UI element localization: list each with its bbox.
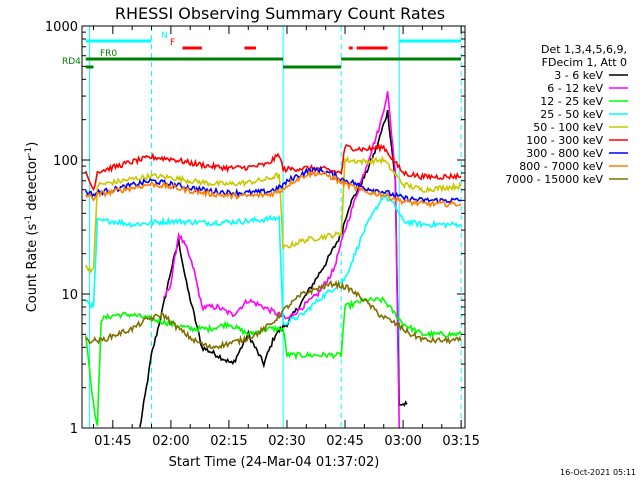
legend-label-5: 100 - 300 keV [526, 134, 603, 147]
axis-ticks: 01:45 02:00 02:15 02:30 02:45 03:00 03:15 1 10 10… [45, 20, 480, 449]
x-axis-label: Start Time (24-Mar-04 01:37:02) [169, 455, 380, 470]
y-tick-label-2: 100 [53, 154, 78, 169]
x-tick-label-2: 02:15 [210, 434, 247, 449]
x-tick-label-0: 01:45 [94, 434, 131, 449]
plot-frame [81, 25, 466, 429]
legend-label-7: 800 - 7000 keV [519, 160, 603, 173]
series-line-6 [84, 165, 462, 204]
y-axis-label-close: ) [25, 142, 40, 147]
legend: Det 1,3,4,5,6,9,FDecim 1, Att 03 - 6 keV… [505, 43, 628, 186]
y-axis-label-detector: detector [25, 155, 40, 215]
flag-bars: NF FR0 RD4 [62, 31, 462, 69]
y-axis-label: Count Rate (s-1 detector-1) [24, 142, 40, 313]
x-tick-label-4: 02:45 [326, 434, 363, 449]
series-line-5 [84, 142, 462, 192]
flag-label-n: N [161, 31, 168, 41]
series-line-3 [85, 191, 462, 326]
x-tick-label-3: 02:30 [268, 434, 305, 449]
legend-label-0: 3 - 6 keV [554, 69, 603, 82]
y-tick-label-1: 10 [61, 288, 78, 303]
series-line-0 [139, 109, 408, 428]
series-line-7 [84, 169, 462, 209]
legend-label-6: 300 - 800 keV [526, 147, 603, 160]
x-tick-label-5: 03:00 [384, 434, 421, 449]
legend-label-3: 25 - 50 keV [540, 108, 603, 121]
series-line-4 [84, 155, 462, 274]
series-lines [84, 91, 462, 429]
series-line-2 [84, 295, 462, 426]
y-axis-label-exponent: -1 [24, 215, 34, 224]
x-tick-label-6: 03:15 [442, 434, 479, 449]
legend-header-1: FDecim 1, Att 0 [542, 56, 627, 69]
legend-label-1: 6 - 12 keV [547, 82, 603, 95]
x-tick-label-1: 02:00 [152, 434, 189, 449]
legend-label-2: 12 - 25 keV [540, 95, 603, 108]
y-tick-label-0: 1 [70, 422, 78, 437]
series-line-8 [85, 279, 462, 350]
y-axis-label-main: Count Rate (s [25, 224, 40, 313]
chart-title: RHESSI Observing Summary Count Rates [115, 4, 445, 23]
flag-label-rd4: RD4 [62, 57, 81, 67]
flag-label-f: F [170, 38, 175, 48]
y-axis-label-exponent-2: -1 [24, 147, 34, 156]
timestamp: 16-Oct-2021 05:11 [560, 468, 636, 477]
flag-label-fr0: FR0 [100, 49, 117, 59]
legend-label-4: 50 - 100 keV [533, 121, 603, 134]
legend-label-8: 7000 - 15000 keV [505, 173, 603, 186]
y-tick-label-3: 1000 [45, 20, 78, 35]
legend-header-0: Det 1,3,4,5,6,9, [541, 43, 627, 56]
